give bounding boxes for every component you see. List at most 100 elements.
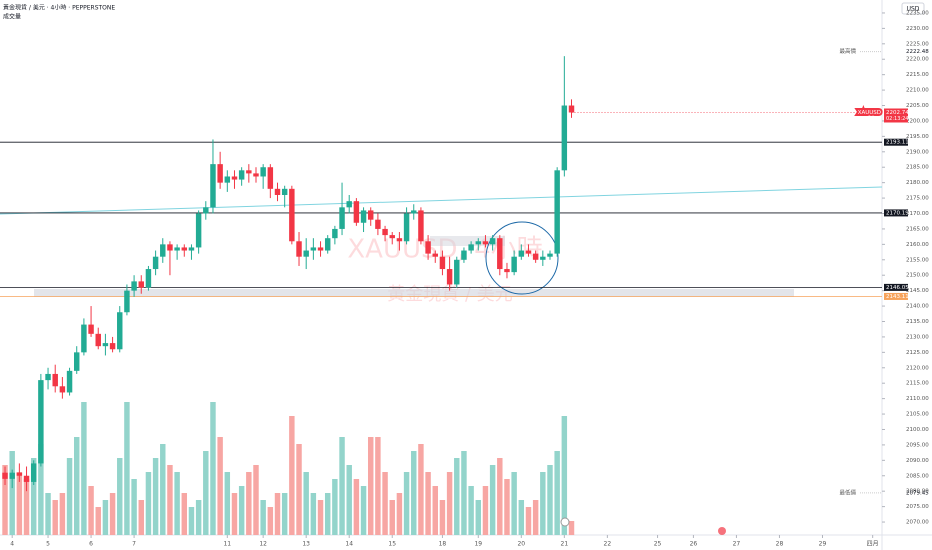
volume-bar	[74, 437, 80, 535]
candle-body	[23, 475, 30, 482]
volume-bar	[45, 493, 51, 535]
zone-rect	[34, 289, 794, 297]
volume-bar	[188, 507, 195, 535]
volume-bar	[16, 472, 23, 535]
candle-body	[45, 373, 51, 381]
candle-body	[454, 259, 460, 285]
candle-body	[38, 380, 44, 464]
candle-body	[532, 253, 539, 260]
y-tick-label: 2125.00	[906, 350, 929, 356]
volume-bar	[303, 472, 309, 535]
candle-body	[138, 281, 144, 288]
x-tick-label: 29	[819, 541, 827, 548]
candle-body	[403, 213, 410, 242]
volume-bar	[375, 437, 381, 535]
candle-body	[396, 238, 403, 242]
volume-bar	[461, 451, 467, 535]
candle-body	[446, 269, 453, 285]
candle-body	[497, 238, 503, 270]
volume-bar	[23, 479, 30, 535]
trend-line	[0, 186, 883, 215]
candle-body	[289, 188, 295, 242]
candle-body	[389, 235, 395, 239]
x-tick-label: 21	[561, 541, 569, 548]
volume-bar	[145, 472, 152, 535]
volume-bar	[482, 486, 489, 535]
candle-body	[375, 219, 381, 229]
candle-body	[554, 170, 560, 254]
price-tag	[884, 209, 908, 217]
volume-bar	[30, 458, 37, 535]
circle-drawing	[485, 221, 559, 295]
candle-body	[468, 244, 474, 251]
volume-bar	[554, 451, 560, 535]
volume-bar	[95, 507, 101, 535]
x-tick-label: 4	[10, 541, 14, 548]
volume-bar	[511, 472, 517, 535]
volume-bar	[360, 486, 367, 535]
price-tag-label: 2193.11	[886, 140, 909, 146]
candle-body	[95, 333, 101, 347]
volume-bar	[181, 493, 188, 535]
volume-bar	[475, 500, 482, 535]
candle-body	[425, 241, 431, 254]
volume-bar	[224, 472, 231, 535]
x-tick-label: 19	[474, 541, 482, 548]
y-tick-label: 2130.00	[906, 334, 929, 340]
y-tick-label: 2170.00	[906, 211, 929, 217]
volume-bar	[109, 493, 116, 535]
marker-value: 2079.45	[906, 490, 929, 496]
x-tick-label: 25	[654, 541, 662, 548]
candle-body	[238, 170, 245, 180]
y-tick-label: 2160.00	[906, 242, 929, 248]
candle-body	[432, 253, 438, 257]
volume-bar	[396, 493, 403, 535]
volume-bar	[246, 472, 252, 535]
x-tick-label: 18	[439, 541, 447, 548]
volume-bar	[339, 437, 345, 535]
volume-bar	[403, 472, 410, 535]
volume-bar	[454, 458, 460, 535]
price-tag-label: 2170.19	[886, 210, 909, 216]
candle-body	[195, 213, 202, 248]
volume-bar	[382, 472, 388, 535]
candle-body	[203, 207, 209, 214]
volume-bar	[418, 444, 424, 535]
candle-body	[418, 210, 424, 242]
candle-body	[74, 352, 80, 371]
volume-bar	[497, 458, 503, 535]
candle-body	[540, 256, 546, 260]
volume-bar	[432, 486, 438, 535]
volume-bar	[324, 493, 331, 535]
y-tick-label: 2220.00	[906, 57, 929, 63]
x-tick-label: 12	[259, 541, 267, 548]
candle-body	[360, 210, 367, 223]
candle-body	[504, 269, 510, 273]
y-tick-label: 2095.00	[906, 442, 929, 448]
y-tick-label: 2120.00	[906, 365, 929, 371]
volume-label: 成交量	[3, 13, 21, 21]
candle-body	[568, 105, 575, 113]
volume-bar	[468, 486, 474, 535]
y-tick-label: 2075.00	[906, 504, 929, 510]
candle-body	[2, 472, 8, 479]
y-tick-label: 2190.00	[906, 149, 929, 155]
volume-bar	[525, 507, 532, 535]
volume-bar	[174, 472, 180, 535]
volume-bar	[238, 486, 245, 535]
volume-bar	[368, 437, 374, 535]
candle-body	[109, 343, 116, 350]
candle-body	[511, 256, 517, 273]
candle-body	[59, 386, 66, 393]
candle-body	[66, 370, 73, 393]
volume-bar	[274, 493, 281, 535]
volume-bar	[253, 465, 259, 535]
volume-bar	[2, 465, 8, 535]
volume-bar	[102, 500, 109, 535]
candle-body	[117, 312, 123, 350]
volume-bar	[210, 402, 216, 535]
volume-bar	[561, 416, 568, 535]
x-tick-label: 14	[345, 541, 353, 548]
candle-body	[353, 201, 360, 223]
y-tick-label: 2085.00	[906, 473, 929, 479]
